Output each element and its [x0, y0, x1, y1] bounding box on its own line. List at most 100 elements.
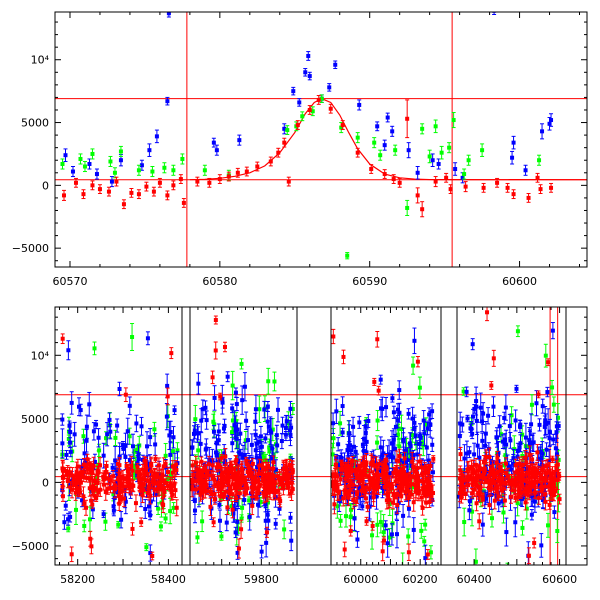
data-point [523, 168, 528, 173]
data-point [285, 128, 290, 133]
data-point [420, 126, 425, 131]
data-point [203, 405, 208, 410]
data-point [167, 433, 172, 438]
data-point [407, 441, 412, 446]
data-point [81, 462, 86, 467]
data-point [246, 473, 251, 478]
data-point [150, 554, 155, 559]
data-point [130, 335, 135, 340]
data-point [203, 468, 208, 473]
data-point [265, 512, 270, 517]
data-point [152, 487, 157, 492]
data-point [397, 180, 402, 185]
data-point [78, 471, 83, 476]
data-point [242, 453, 247, 458]
data-point [351, 424, 356, 429]
data-point [269, 430, 274, 435]
data-point [288, 515, 293, 520]
data-point [199, 480, 204, 485]
data-point [96, 435, 101, 440]
data-point [237, 450, 242, 455]
data-point [360, 504, 365, 509]
data-point [79, 465, 84, 470]
fit-curve [189, 98, 587, 181]
data-point [229, 504, 234, 509]
data-point [282, 527, 287, 532]
data-point [91, 463, 96, 468]
data-point [78, 475, 83, 480]
data-point [81, 475, 86, 480]
data-point [415, 170, 420, 175]
data-point [196, 476, 201, 481]
data-point [163, 453, 168, 458]
data-point [87, 161, 92, 166]
data-point [162, 490, 167, 495]
data-point [247, 514, 252, 519]
data-point [363, 424, 368, 429]
data-point [398, 458, 403, 463]
data-point [61, 475, 66, 480]
data-point [378, 445, 383, 450]
data-point [155, 481, 160, 486]
data-point [237, 491, 242, 496]
data-point [439, 150, 444, 155]
data-point [420, 207, 425, 212]
data-point [170, 470, 175, 475]
data-point [395, 407, 400, 412]
data-point [255, 164, 260, 169]
data-point [124, 463, 129, 468]
data-point [295, 123, 300, 128]
data-point [423, 522, 428, 527]
data-point [280, 423, 285, 428]
data-point [196, 448, 201, 453]
data-point [68, 485, 73, 490]
data-point [328, 106, 333, 111]
data-point [203, 479, 208, 484]
data-point [255, 465, 260, 470]
data-point [354, 499, 359, 504]
data-point [147, 491, 152, 496]
data-point [391, 410, 396, 415]
data-point [206, 473, 211, 478]
data-point [114, 179, 119, 184]
data-point [151, 479, 156, 484]
data-point [427, 412, 432, 417]
data-point [84, 424, 89, 429]
data-point [540, 129, 545, 134]
data-point [273, 467, 278, 472]
data-point [408, 444, 413, 449]
data-point [242, 490, 247, 495]
data-point [278, 499, 283, 504]
data-point [118, 149, 123, 154]
data-point [259, 444, 264, 449]
data-point [90, 471, 95, 476]
data-point [130, 526, 135, 531]
data-point [424, 445, 429, 450]
data-point [303, 70, 308, 75]
data-point [67, 423, 72, 428]
data-point [94, 422, 99, 427]
data-point [406, 148, 411, 153]
data-point [257, 407, 262, 412]
data-point [237, 138, 242, 143]
data-point [444, 175, 449, 180]
data-point [290, 406, 295, 411]
data-point [275, 474, 280, 479]
data-point [265, 490, 270, 495]
data-point [396, 500, 401, 505]
data-point [234, 485, 239, 490]
data-point [327, 85, 332, 90]
data-point [170, 464, 175, 469]
data-point [139, 520, 144, 525]
data-point [453, 167, 458, 172]
data-point [428, 422, 433, 427]
data-point [142, 458, 147, 463]
data-point [410, 416, 415, 421]
data-point [117, 501, 122, 506]
data-point [82, 523, 87, 528]
data-point [107, 417, 112, 422]
data-point [178, 177, 183, 182]
data-point [131, 463, 136, 468]
data-point [412, 425, 417, 430]
data-point [103, 490, 108, 495]
